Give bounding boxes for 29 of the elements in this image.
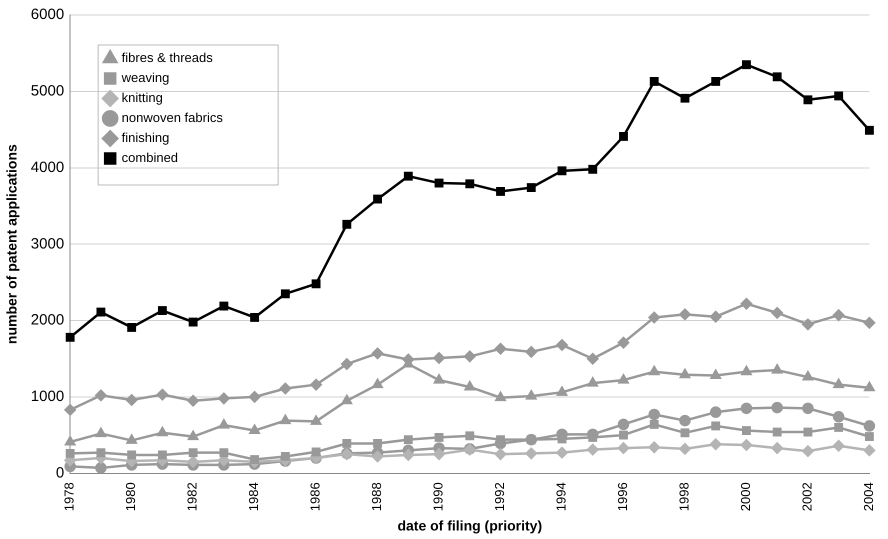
y-tick-label: 5000 [30, 82, 64, 100]
legend-label: combined [122, 150, 178, 166]
x-tick-label: 1984 [246, 482, 262, 512]
x-tick-label: 2002 [800, 482, 814, 512]
x-axis-title: date of filing (priority) [397, 517, 542, 534]
y-tick-label: 3000 [30, 235, 64, 252]
x-tick-label: 1990 [430, 482, 446, 512]
legend-label: finishing [122, 130, 170, 146]
x-tick-label: 1996 [615, 482, 630, 512]
x-tick-label: 1986 [308, 482, 323, 512]
x-tick-label: 1980 [123, 482, 138, 512]
x-tick-label: 1998 [676, 482, 692, 512]
x-tick-label: 1994 [554, 482, 569, 512]
x-tick-label: 2004 [860, 482, 876, 512]
y-tick-label: 0 [56, 464, 64, 482]
y-tick-label: 1000 [30, 388, 64, 406]
x-tick-label: 2000 [738, 482, 754, 512]
legend-label: nonwoven fabrics [122, 110, 224, 126]
x-tick-label: 1978 [62, 482, 77, 512]
legend-label: fibres & threads [122, 50, 214, 66]
y-axis-title: number of patent applications [3, 144, 20, 344]
x-tick-label: 1988 [369, 482, 384, 512]
x-tick-label: 1992 [492, 482, 508, 512]
y-tick-label: 2000 [30, 312, 64, 329]
legend-label: knitting [122, 90, 163, 106]
x-tick-label: 1982 [184, 482, 200, 512]
y-tick-label: 6000 [30, 6, 64, 24]
y-tick-label: 4000 [30, 158, 64, 176]
legend-label: weaving [120, 70, 170, 86]
